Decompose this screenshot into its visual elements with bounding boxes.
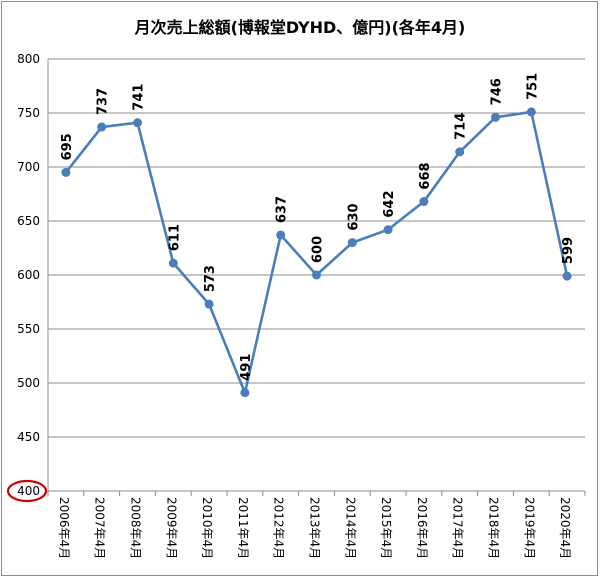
- data-label-4: 573: [203, 265, 218, 292]
- data-point-7: [312, 270, 321, 280]
- data-point-10: [419, 197, 429, 207]
- y-tick-label-450: 450: [17, 430, 40, 444]
- x-tick-label-14: 2020年4月: [558, 497, 572, 559]
- data-label-0: 695: [60, 133, 75, 160]
- annotation-ellipse-400: [6, 479, 48, 503]
- data-point-11: [455, 147, 465, 157]
- data-point-0: [61, 167, 71, 177]
- data-label-11: 714: [454, 113, 469, 140]
- x-tick-label-13: 2019年4月: [522, 497, 536, 559]
- data-label-5: 491: [239, 354, 254, 381]
- data-point-5: [240, 388, 250, 398]
- x-tick-label-10: 2016年4月: [415, 497, 429, 559]
- data-label-2: 741: [132, 84, 147, 111]
- x-tick-label-0: 2006年4月: [57, 497, 71, 559]
- chart-title: 月次売上総額(博報堂DYHD、億円)(各年4月): [134, 18, 466, 37]
- data-label-13: 751: [525, 73, 540, 100]
- data-point-8: [347, 238, 357, 248]
- data-label-9: 642: [382, 190, 397, 217]
- y-tick-label-600: 600: [17, 268, 40, 282]
- y-tick-label-650: 650: [17, 214, 40, 228]
- data-point-9: [383, 225, 393, 235]
- data-point-4: [204, 299, 214, 309]
- data-point-1: [97, 122, 107, 132]
- y-tick-label-500: 500: [17, 376, 40, 390]
- y-tick-label-700: 700: [17, 160, 40, 174]
- x-tick-label-5: 2011年4月: [236, 497, 250, 559]
- data-label-6: 637: [275, 196, 290, 223]
- data-point-14: [562, 271, 572, 281]
- x-tick-label-2: 2008年4月: [129, 497, 143, 559]
- data-label-10: 668: [418, 162, 433, 189]
- x-tick-label-1: 2007年4月: [93, 497, 107, 559]
- x-tick-label-11: 2017年4月: [451, 497, 465, 559]
- x-tick-label-8: 2014年4月: [343, 497, 357, 559]
- data-label-1: 737: [96, 88, 111, 115]
- x-tick-label-12: 2018年4月: [487, 497, 501, 559]
- data-point-13: [526, 107, 536, 117]
- y-tick-label-800: 800: [17, 52, 40, 66]
- data-point-12: [491, 112, 500, 122]
- x-tick-label-7: 2013年4月: [308, 497, 322, 559]
- x-tick-label-3: 2009年4月: [164, 497, 178, 559]
- data-label-14: 599: [561, 237, 576, 264]
- data-label-3: 611: [167, 224, 182, 251]
- x-tick-label-9: 2015年4月: [379, 497, 393, 559]
- x-tick-label-4: 2010年4月: [200, 497, 214, 559]
- data-label-7: 600: [311, 236, 326, 263]
- y-tick-label-400: 400: [17, 484, 40, 498]
- y-tick-label-750: 750: [17, 106, 40, 120]
- x-tick-label-6: 2012年4月: [272, 497, 286, 559]
- y-tick-label-550: 550: [17, 322, 40, 336]
- data-point-3: [168, 258, 178, 268]
- data-point-6: [276, 230, 286, 240]
- data-label-8: 630: [346, 203, 361, 230]
- data-point-2: [133, 118, 142, 128]
- data-label-12: 746: [490, 78, 505, 105]
